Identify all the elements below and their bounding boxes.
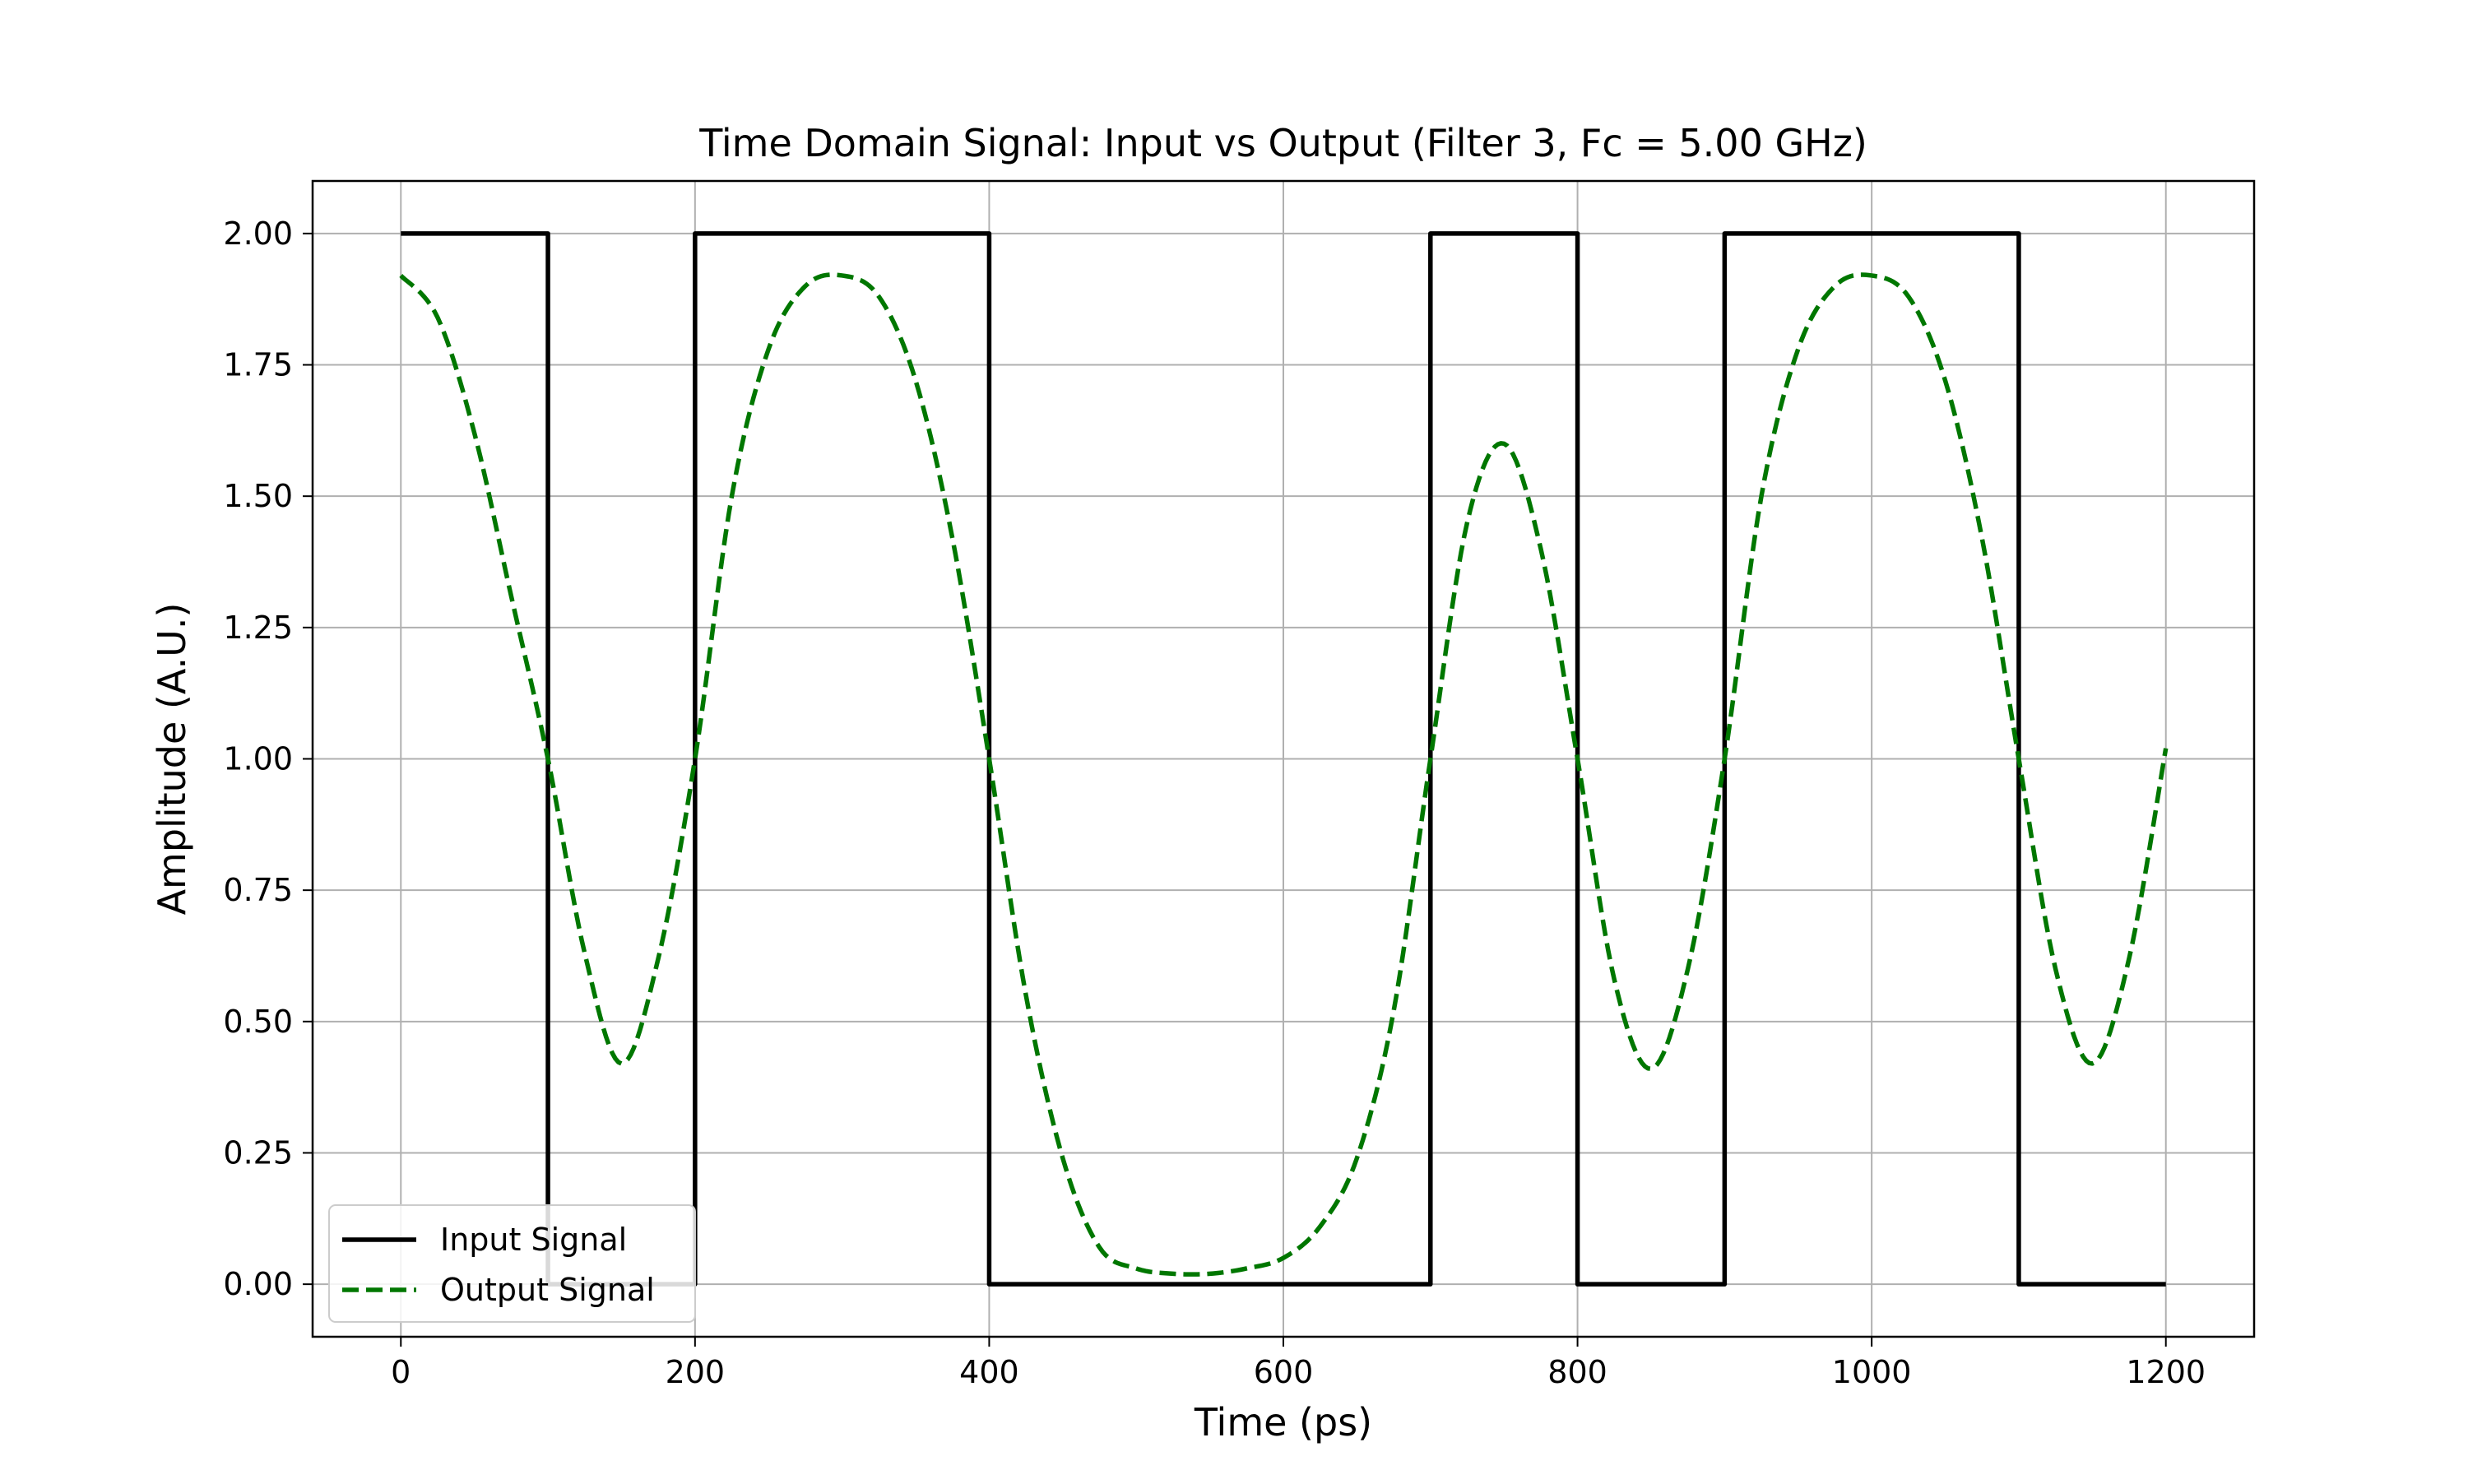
y-tick-label: 1.75 [223,347,293,383]
tick-layer: 0 200 400 600 800 1000 1200 0.00 0.25 0.50 0.75 1.0… [223,216,2206,1390]
legend-box [328,1204,696,1323]
y-tick-label: 0.50 [223,1004,293,1040]
x-tick-label: 600 [1254,1354,1314,1390]
x-tick-label: 0 [391,1354,411,1390]
x-axis-label: Time (ps) [1194,1400,1372,1445]
y-axis-label: Amplitude (A.U.) [150,603,194,916]
y-tick-label: 1.00 [223,741,293,777]
y-tick-label: 2.00 [223,216,293,252]
x-tick-label: 1200 [2126,1354,2206,1390]
x-tick-label: 200 [666,1354,726,1390]
x-tick-label: 800 [1547,1354,1607,1390]
legend: Input Signal Output Signal [328,1204,696,1323]
y-tick-label: 1.25 [223,610,293,646]
legend-label: Output Signal [440,1272,655,1308]
legend-label: Input Signal [440,1222,627,1258]
x-tick-label: 1000 [1832,1354,1912,1390]
output-signal-line [399,272,2169,1277]
chart-title: Time Domain Signal: Input vs Output (Fil… [698,121,1867,165]
y-tick-label: 0.75 [223,872,293,908]
y-tick-label: 1.50 [223,478,293,514]
y-tick-label: 0.00 [223,1266,293,1302]
grid-layer [313,181,2254,1337]
x-tick-label: 400 [959,1354,1019,1390]
y-tick-label: 0.25 [223,1134,293,1171]
